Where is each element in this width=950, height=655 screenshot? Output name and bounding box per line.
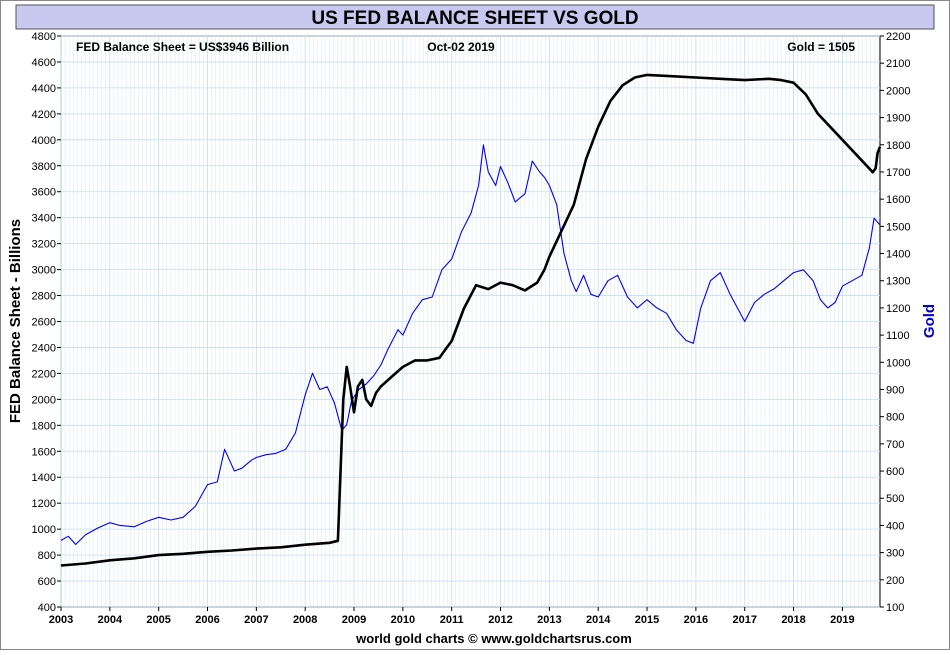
x-tick-label: 2005 bbox=[146, 614, 170, 626]
right-tick-label: 1000 bbox=[886, 357, 910, 369]
left-tick-label: 1600 bbox=[32, 446, 56, 458]
right-tick-label: 1300 bbox=[886, 276, 910, 288]
x-tick-label: 2009 bbox=[342, 614, 366, 626]
right-tick-label: 2100 bbox=[886, 58, 910, 70]
left-tick-label: 1000 bbox=[32, 524, 56, 536]
x-tick-label: 2015 bbox=[635, 614, 659, 626]
left-tick-label: 1800 bbox=[32, 420, 56, 432]
right-tick-label: 300 bbox=[886, 548, 904, 560]
x-tick-label: 2019 bbox=[830, 614, 854, 626]
gold-series-line bbox=[60, 144, 881, 546]
right-tick-label: 900 bbox=[886, 384, 904, 396]
x-tick-label: 2011 bbox=[440, 614, 464, 626]
right-tick-label: 1800 bbox=[886, 140, 910, 152]
right-tick-label: 1500 bbox=[886, 221, 910, 233]
credit-text: world gold charts © www.goldchartsrus.co… bbox=[355, 631, 632, 646]
title-bar bbox=[15, 4, 935, 30]
x-tick-label: 2008 bbox=[293, 614, 317, 626]
left-tick-label: 4200 bbox=[32, 109, 56, 121]
left-tick-label: 2600 bbox=[32, 317, 56, 329]
right-tick-label: 800 bbox=[886, 412, 904, 424]
fed-series-line bbox=[60, 73, 882, 567]
right-tick-label: 600 bbox=[886, 466, 904, 478]
x-tick-label: 2013 bbox=[537, 614, 561, 626]
left-tick-label: 2000 bbox=[32, 394, 56, 406]
right-tick-label: 700 bbox=[886, 439, 904, 451]
right-tick-label: 1200 bbox=[886, 303, 910, 315]
right-tick-label: 400 bbox=[886, 520, 904, 532]
left-tick-label: 400 bbox=[38, 602, 56, 614]
left-tick-label: 4000 bbox=[32, 135, 56, 147]
left-tick-label: 600 bbox=[38, 576, 56, 588]
left-tick-label: 3400 bbox=[32, 213, 56, 225]
left-tick-label: 4400 bbox=[32, 83, 56, 95]
left-tick-label: 2800 bbox=[32, 291, 56, 303]
left-tick-label: 2400 bbox=[32, 342, 56, 354]
right-tick-label: 1100 bbox=[886, 330, 910, 342]
x-tick-label: 2010 bbox=[391, 614, 415, 626]
left-axis-label: FED Balance Sheet - Billions bbox=[7, 219, 24, 423]
series-lines bbox=[60, 73, 882, 567]
right-tick-label: 1700 bbox=[886, 167, 910, 179]
right-tick-label: 2000 bbox=[886, 85, 910, 97]
right-tick-label: 1900 bbox=[886, 113, 910, 125]
grid bbox=[60, 35, 880, 608]
x-tick-label: 2016 bbox=[684, 614, 708, 626]
left-tick-label: 3000 bbox=[32, 265, 56, 277]
left-tick-label: 4800 bbox=[32, 31, 56, 43]
left-tick-label: 800 bbox=[38, 550, 56, 562]
right-tick-label: 500 bbox=[886, 493, 904, 505]
x-tick-label: 2006 bbox=[195, 614, 219, 626]
fed-value-annotation: FED Balance Sheet = US$3946 Billion bbox=[76, 40, 289, 54]
left-axis: 400 600 800 1000 1200 1400 1600 1800 2000 2200 240… bbox=[32, 31, 61, 614]
right-axis: 100 200 300 400 500 600 700 800 900 1000 1100 1200 1… bbox=[880, 31, 910, 614]
x-tick-label: 2007 bbox=[244, 614, 268, 626]
right-tick-label: 1400 bbox=[886, 249, 910, 261]
x-axis: 2003 2004 2005 2006 2007 2008 2009 2010 2011 2012… bbox=[49, 607, 855, 626]
left-tick-label: 1200 bbox=[32, 498, 56, 510]
date-annotation: Oct-02 2019 bbox=[427, 40, 495, 54]
x-tick-label: 2004 bbox=[98, 614, 123, 626]
left-tick-label: 1400 bbox=[32, 472, 56, 484]
right-tick-label: 200 bbox=[886, 575, 904, 587]
right-tick-label: 1600 bbox=[886, 194, 910, 206]
x-tick-label: 2018 bbox=[781, 614, 805, 626]
chart-title: US FED BALANCE SHEET VS GOLD bbox=[311, 8, 638, 29]
x-tick-label: 2017 bbox=[732, 614, 756, 626]
x-tick-label: 2014 bbox=[586, 614, 611, 626]
left-tick-label: 3800 bbox=[32, 161, 56, 173]
left-tick-label: 3200 bbox=[32, 239, 56, 251]
x-tick-label: 2012 bbox=[488, 614, 512, 626]
left-tick-label: 2200 bbox=[32, 368, 56, 380]
right-tick-label: 100 bbox=[886, 602, 904, 614]
right-tick-label: 2200 bbox=[886, 31, 910, 43]
gold-value-annotation: Gold = 1505 bbox=[787, 40, 855, 54]
x-tick-label: 2003 bbox=[49, 614, 73, 626]
left-tick-label: 3600 bbox=[32, 187, 56, 199]
left-tick-label: 4600 bbox=[32, 57, 56, 69]
right-axis-label: Gold bbox=[921, 304, 938, 338]
